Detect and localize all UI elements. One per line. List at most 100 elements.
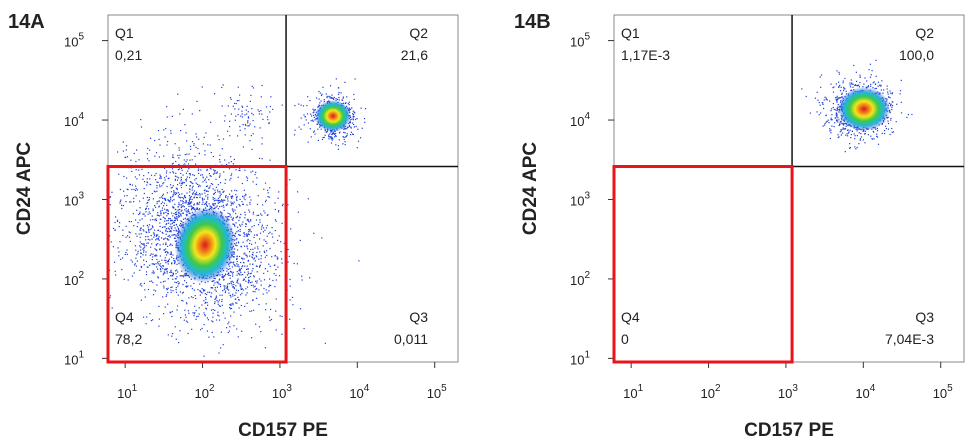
- quadrant-name: Q1: [621, 25, 640, 41]
- event-dot: [157, 276, 159, 278]
- event-dot: [151, 272, 153, 274]
- event-dot: [318, 90, 320, 93]
- event-dot: [173, 260, 175, 262]
- event-dot: [207, 291, 209, 293]
- event-dot: [236, 274, 238, 276]
- event-dot: [215, 290, 217, 292]
- event-dot: [242, 203, 244, 205]
- event-dot: [217, 281, 219, 283]
- event-dot: [318, 98, 320, 100]
- event-dot: [161, 266, 163, 268]
- event-dot: [250, 171, 252, 173]
- event-dot: [264, 201, 267, 203]
- event-dot: [258, 258, 260, 260]
- event-dot: [186, 176, 188, 178]
- event-dot: [127, 279, 129, 281]
- event-dot: [206, 293, 208, 295]
- event-dot: [234, 294, 236, 296]
- event-dot: [844, 88, 846, 90]
- event-dot: [233, 287, 236, 290]
- event-dot: [314, 119, 316, 121]
- event-dot: [205, 298, 207, 300]
- event-dot: [212, 309, 214, 311]
- event-dot: [870, 83, 872, 85]
- event-dot: [259, 264, 261, 266]
- event-dot: [244, 114, 246, 116]
- event-dot: [207, 144, 209, 146]
- event-dot: [172, 171, 174, 173]
- y-tick-label: 105: [64, 32, 84, 50]
- event-dot: [835, 112, 837, 114]
- event-dot: [845, 134, 847, 136]
- event-dot: [257, 109, 259, 111]
- event-dot: [204, 302, 206, 304]
- event-dot: [158, 305, 160, 307]
- event-dot: [164, 280, 166, 282]
- event-dot: [238, 274, 241, 276]
- event-dot: [247, 268, 249, 270]
- event-dot: [130, 259, 132, 261]
- event-dot: [239, 268, 241, 270]
- event-dot: [246, 268, 248, 270]
- event-dot: [872, 87, 874, 89]
- event-dot: [226, 285, 228, 287]
- event-dot: [232, 286, 234, 288]
- event-dot: [202, 177, 204, 179]
- event-dot: [229, 268, 231, 270]
- event-dot: [240, 115, 242, 117]
- event-dot: [231, 197, 233, 199]
- event-dot: [111, 191, 113, 193]
- event-dot: [163, 212, 165, 214]
- event-dot: [360, 137, 362, 139]
- event-dot: [161, 207, 163, 209]
- event-dot: [147, 226, 149, 228]
- event-dot: [252, 248, 254, 250]
- event-dot: [221, 276, 223, 278]
- event-dot: [139, 219, 141, 221]
- event-dot: [220, 193, 222, 195]
- event-dot: [149, 254, 151, 256]
- x-tick-exponent: 4: [870, 383, 876, 394]
- event-dot: [190, 205, 192, 207]
- event-dot: [274, 255, 276, 257]
- event-dot: [212, 312, 214, 314]
- event-dot: [163, 271, 165, 273]
- event-dot: [222, 204, 224, 206]
- event-dot: [214, 287, 216, 289]
- event-dot: [867, 134, 869, 136]
- event-dot: [169, 171, 171, 174]
- event-dot: [228, 292, 230, 294]
- event-dot: [160, 177, 162, 179]
- event-dot: [125, 156, 127, 158]
- event-dot: [159, 225, 161, 227]
- event-dot: [266, 214, 268, 216]
- event-dot: [261, 143, 263, 145]
- event-dot: [214, 302, 216, 305]
- event-dot: [207, 194, 209, 196]
- event-dot: [884, 133, 886, 135]
- event-dot: [227, 200, 229, 202]
- event-dot: [239, 167, 241, 169]
- event-dot: [245, 276, 247, 278]
- event-dot: [243, 197, 245, 199]
- event-dot: [873, 131, 875, 133]
- event-dot: [195, 182, 197, 184]
- event-dot: [191, 187, 193, 189]
- event-dot: [164, 306, 166, 308]
- event-dot: [331, 133, 333, 136]
- event-dot: [364, 108, 367, 110]
- event-dot: [140, 249, 142, 251]
- event-dot: [171, 263, 173, 265]
- event-dot: [321, 93, 323, 95]
- event-dot: [338, 87, 340, 89]
- event-dot: [160, 281, 162, 283]
- event-dot: [148, 231, 150, 233]
- event-dot: [346, 128, 348, 130]
- event-dot: [188, 153, 190, 155]
- event-dot: [249, 230, 251, 232]
- event-dot: [254, 285, 256, 287]
- event-dot: [240, 271, 242, 274]
- event-dot: [259, 238, 261, 240]
- event-dot: [250, 220, 252, 222]
- event-dot: [216, 199, 218, 201]
